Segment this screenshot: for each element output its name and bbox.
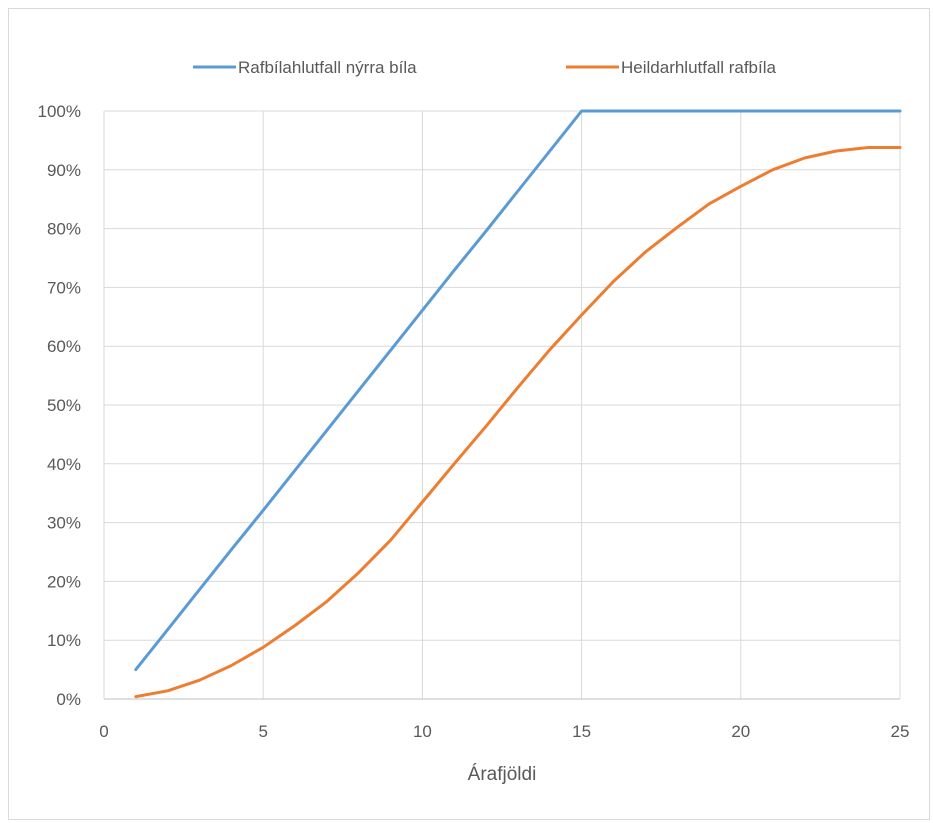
y-tick-label: 60% [47,337,81,356]
x-tick-label: 20 [731,722,750,741]
series-line-2 [134,146,902,699]
x-tick-label: 10 [413,722,432,741]
series-lines [134,109,902,699]
x-tick-label: 5 [258,722,267,741]
y-tick-label: 70% [47,278,81,297]
y-tick-label: 50% [47,396,81,415]
y-tick-label: 40% [47,455,81,474]
series-line-1 [134,109,902,672]
legend: Rafbílahlutfall nýrra bíla Heildarhlutfa… [193,58,777,77]
x-axis-tick-labels: 0 5 10 15 20 25 [99,722,909,741]
gridlines [103,110,901,700]
y-axis-tick-labels: 0% 10% 20% 30% 40% 50% 60% 70% 80% 90% 100% [38,102,81,709]
y-tick-label: 90% [47,161,81,180]
x-tick-label: 0 [99,722,108,741]
y-tick-label: 30% [47,514,81,533]
y-tick-label: 80% [47,220,81,239]
chart-frame [8,8,930,820]
x-tick-label: 15 [572,722,591,741]
legend-label-series-1: Rafbílahlutfall nýrra bíla [238,58,417,77]
y-tick-label: 10% [47,631,81,650]
x-tick-label: 25 [891,722,910,741]
y-tick-label: 20% [47,572,81,591]
legend-label-series-2: Heildarhlutfall rafbíla [621,58,777,77]
x-axis-title: Árafjöldi [468,764,537,785]
y-tick-label: 0% [56,690,81,709]
y-tick-label: 100% [38,102,81,121]
